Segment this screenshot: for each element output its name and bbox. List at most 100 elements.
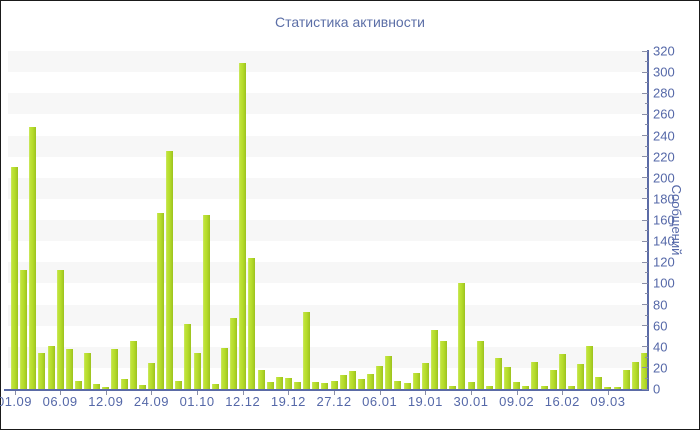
y-tick-label: 80 <box>653 297 668 312</box>
bar <box>586 346 594 389</box>
y-tick-label: 240 <box>653 128 675 143</box>
y-major-tick <box>642 177 648 179</box>
bar <box>74 381 82 389</box>
x-tick <box>197 391 199 395</box>
x-tick <box>425 391 427 395</box>
x-tick-label: 06.01 <box>362 394 398 409</box>
bar <box>531 362 539 389</box>
x-axis-line <box>4 389 649 391</box>
chart-title: Статистика активности <box>275 14 425 30</box>
bar <box>93 384 101 389</box>
bar <box>20 270 28 389</box>
bar <box>494 358 502 389</box>
bar <box>102 387 110 389</box>
y-minor-tick <box>645 208 648 210</box>
bar <box>56 270 64 389</box>
y-tick-label: 200 <box>653 170 675 186</box>
grid-band <box>8 198 648 220</box>
bar <box>613 387 621 389</box>
grid-band <box>8 262 648 284</box>
bar <box>303 312 311 389</box>
y-major-tick <box>642 219 648 221</box>
x-tick-label: 30.01 <box>453 394 489 409</box>
y-tick-label: 160 <box>653 212 675 228</box>
bar <box>138 385 146 389</box>
x-tick <box>151 391 153 395</box>
bar <box>202 215 210 389</box>
bar <box>157 213 165 389</box>
bar <box>175 381 183 389</box>
x-tick-label: 09.02 <box>499 394 535 409</box>
y-tick-label: 40 <box>653 339 668 355</box>
bar <box>385 356 393 389</box>
bar <box>193 353 201 389</box>
bar <box>321 383 329 389</box>
bar <box>84 353 92 389</box>
grid-band <box>8 177 648 199</box>
bar <box>11 167 18 389</box>
x-tick <box>471 391 472 395</box>
y-minor-tick <box>645 124 648 126</box>
bar <box>284 378 292 389</box>
bar <box>558 354 566 389</box>
bar <box>257 370 265 389</box>
grid-band <box>8 283 648 305</box>
x-tick-label: 06.09 <box>42 394 78 409</box>
y-tick-label: 320 <box>653 43 675 59</box>
bar <box>485 386 493 389</box>
grid-band <box>8 156 648 178</box>
bar <box>129 341 137 389</box>
bar <box>47 346 55 389</box>
y-axis-line <box>647 50 649 391</box>
bar <box>440 341 448 389</box>
y-major-tick <box>642 156 648 158</box>
bar <box>595 377 603 389</box>
y-tick-label: 300 <box>653 64 675 80</box>
grid-band <box>8 220 648 242</box>
x-tick-label: 01.10 <box>179 394 215 409</box>
y-minor-tick <box>645 61 648 63</box>
bar <box>220 348 228 389</box>
y-tick-label: 180 <box>653 191 675 207</box>
y-tick-label: 60 <box>653 318 668 334</box>
x-tick-label: 24.09 <box>133 394 169 409</box>
bar <box>348 371 356 389</box>
x-tick-label: 12.12 <box>225 394 261 409</box>
bar <box>412 373 420 389</box>
y-major-tick <box>642 261 648 263</box>
bar <box>120 379 128 389</box>
bar <box>467 382 475 389</box>
bar <box>394 381 402 389</box>
bar <box>458 283 466 389</box>
bar <box>622 370 630 389</box>
y-major-tick <box>642 282 648 284</box>
grid-band <box>8 135 648 157</box>
bar <box>540 386 548 389</box>
bar <box>604 387 612 389</box>
y-axis-title: Сообщений <box>669 184 684 256</box>
y-minor-tick <box>645 82 648 84</box>
grid-band <box>8 346 648 368</box>
x-tick <box>516 391 518 395</box>
plot-area <box>8 51 648 389</box>
y-major-tick <box>642 367 648 369</box>
y-major-tick <box>642 304 648 305</box>
grid-band <box>8 325 648 347</box>
x-tick-label: 01.09 <box>0 394 33 409</box>
bar <box>367 374 375 389</box>
bar <box>230 318 238 389</box>
bar <box>476 341 484 389</box>
y-major-tick <box>642 71 648 73</box>
y-major-tick <box>642 325 648 327</box>
y-tick-label: 100 <box>653 275 675 291</box>
bar <box>65 349 73 389</box>
y-major-tick <box>642 240 648 242</box>
bar <box>376 366 384 389</box>
bar <box>38 353 46 389</box>
y-tick-label: 280 <box>653 85 675 101</box>
x-tick <box>562 391 564 395</box>
bar <box>504 367 512 389</box>
bar <box>567 386 575 389</box>
y-minor-tick <box>645 103 648 105</box>
y-minor-tick <box>645 230 648 232</box>
